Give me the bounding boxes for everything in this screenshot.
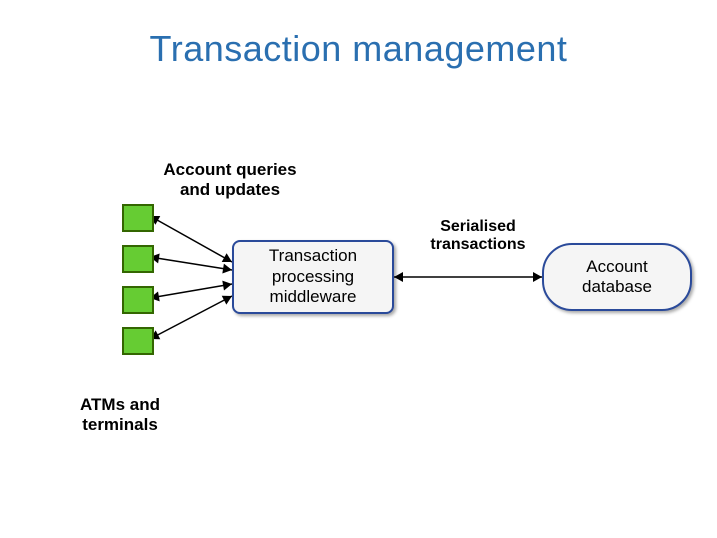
atm-terminal-box [122, 204, 154, 232]
node-account-database: Accountdatabase [542, 243, 692, 311]
atm-terminal-box [122, 327, 154, 355]
label-serialised-transactions: Serialisedtransactions [408, 218, 548, 255]
label-atms-terminals: ATMs andterminals [55, 395, 185, 434]
atm-terminal-box [122, 286, 154, 314]
atm-terminal-box [122, 245, 154, 273]
label-account-queries: Account queriesand updates [130, 160, 330, 199]
node-transaction-middleware: Transactionprocessingmiddleware [232, 240, 394, 314]
page-title: Transaction management [0, 28, 717, 70]
